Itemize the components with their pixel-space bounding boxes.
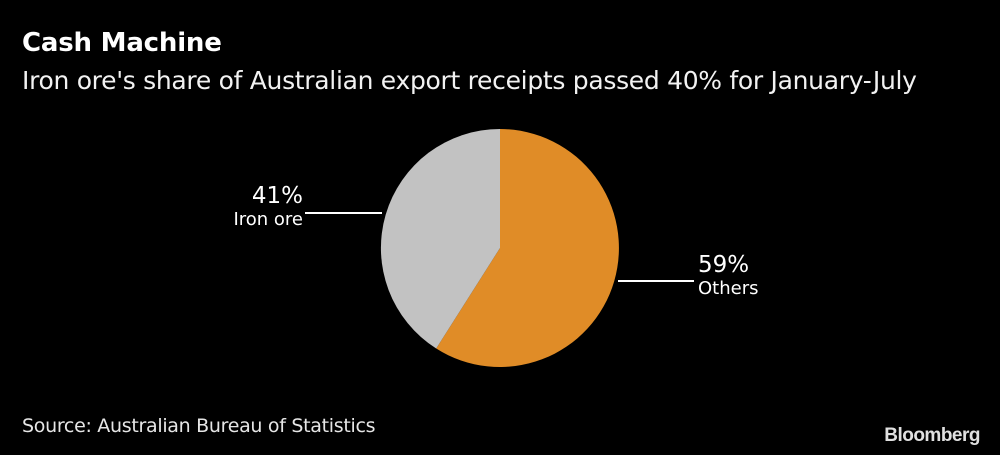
source-note: Source: Australian Bureau of Statistics — [22, 415, 376, 437]
label-others: 59% Others — [698, 252, 759, 300]
pie-slice-others — [436, 129, 619, 367]
bloomberg-logo: Bloomberg — [884, 425, 980, 446]
label-iron-ore: 41% Iron ore — [233, 183, 303, 231]
label-others-pct: 59% — [698, 252, 750, 278]
pie-slice-iron-ore — [380, 128, 500, 349]
chart-title: Cash Machine — [22, 28, 222, 58]
label-iron-ore-pct: 41% — [251, 183, 303, 209]
label-iron-ore-name: Iron ore — [233, 209, 303, 230]
chart-subtitle: Iron ore's share of Australian export re… — [22, 66, 917, 95]
label-others-name: Others — [698, 278, 759, 299]
